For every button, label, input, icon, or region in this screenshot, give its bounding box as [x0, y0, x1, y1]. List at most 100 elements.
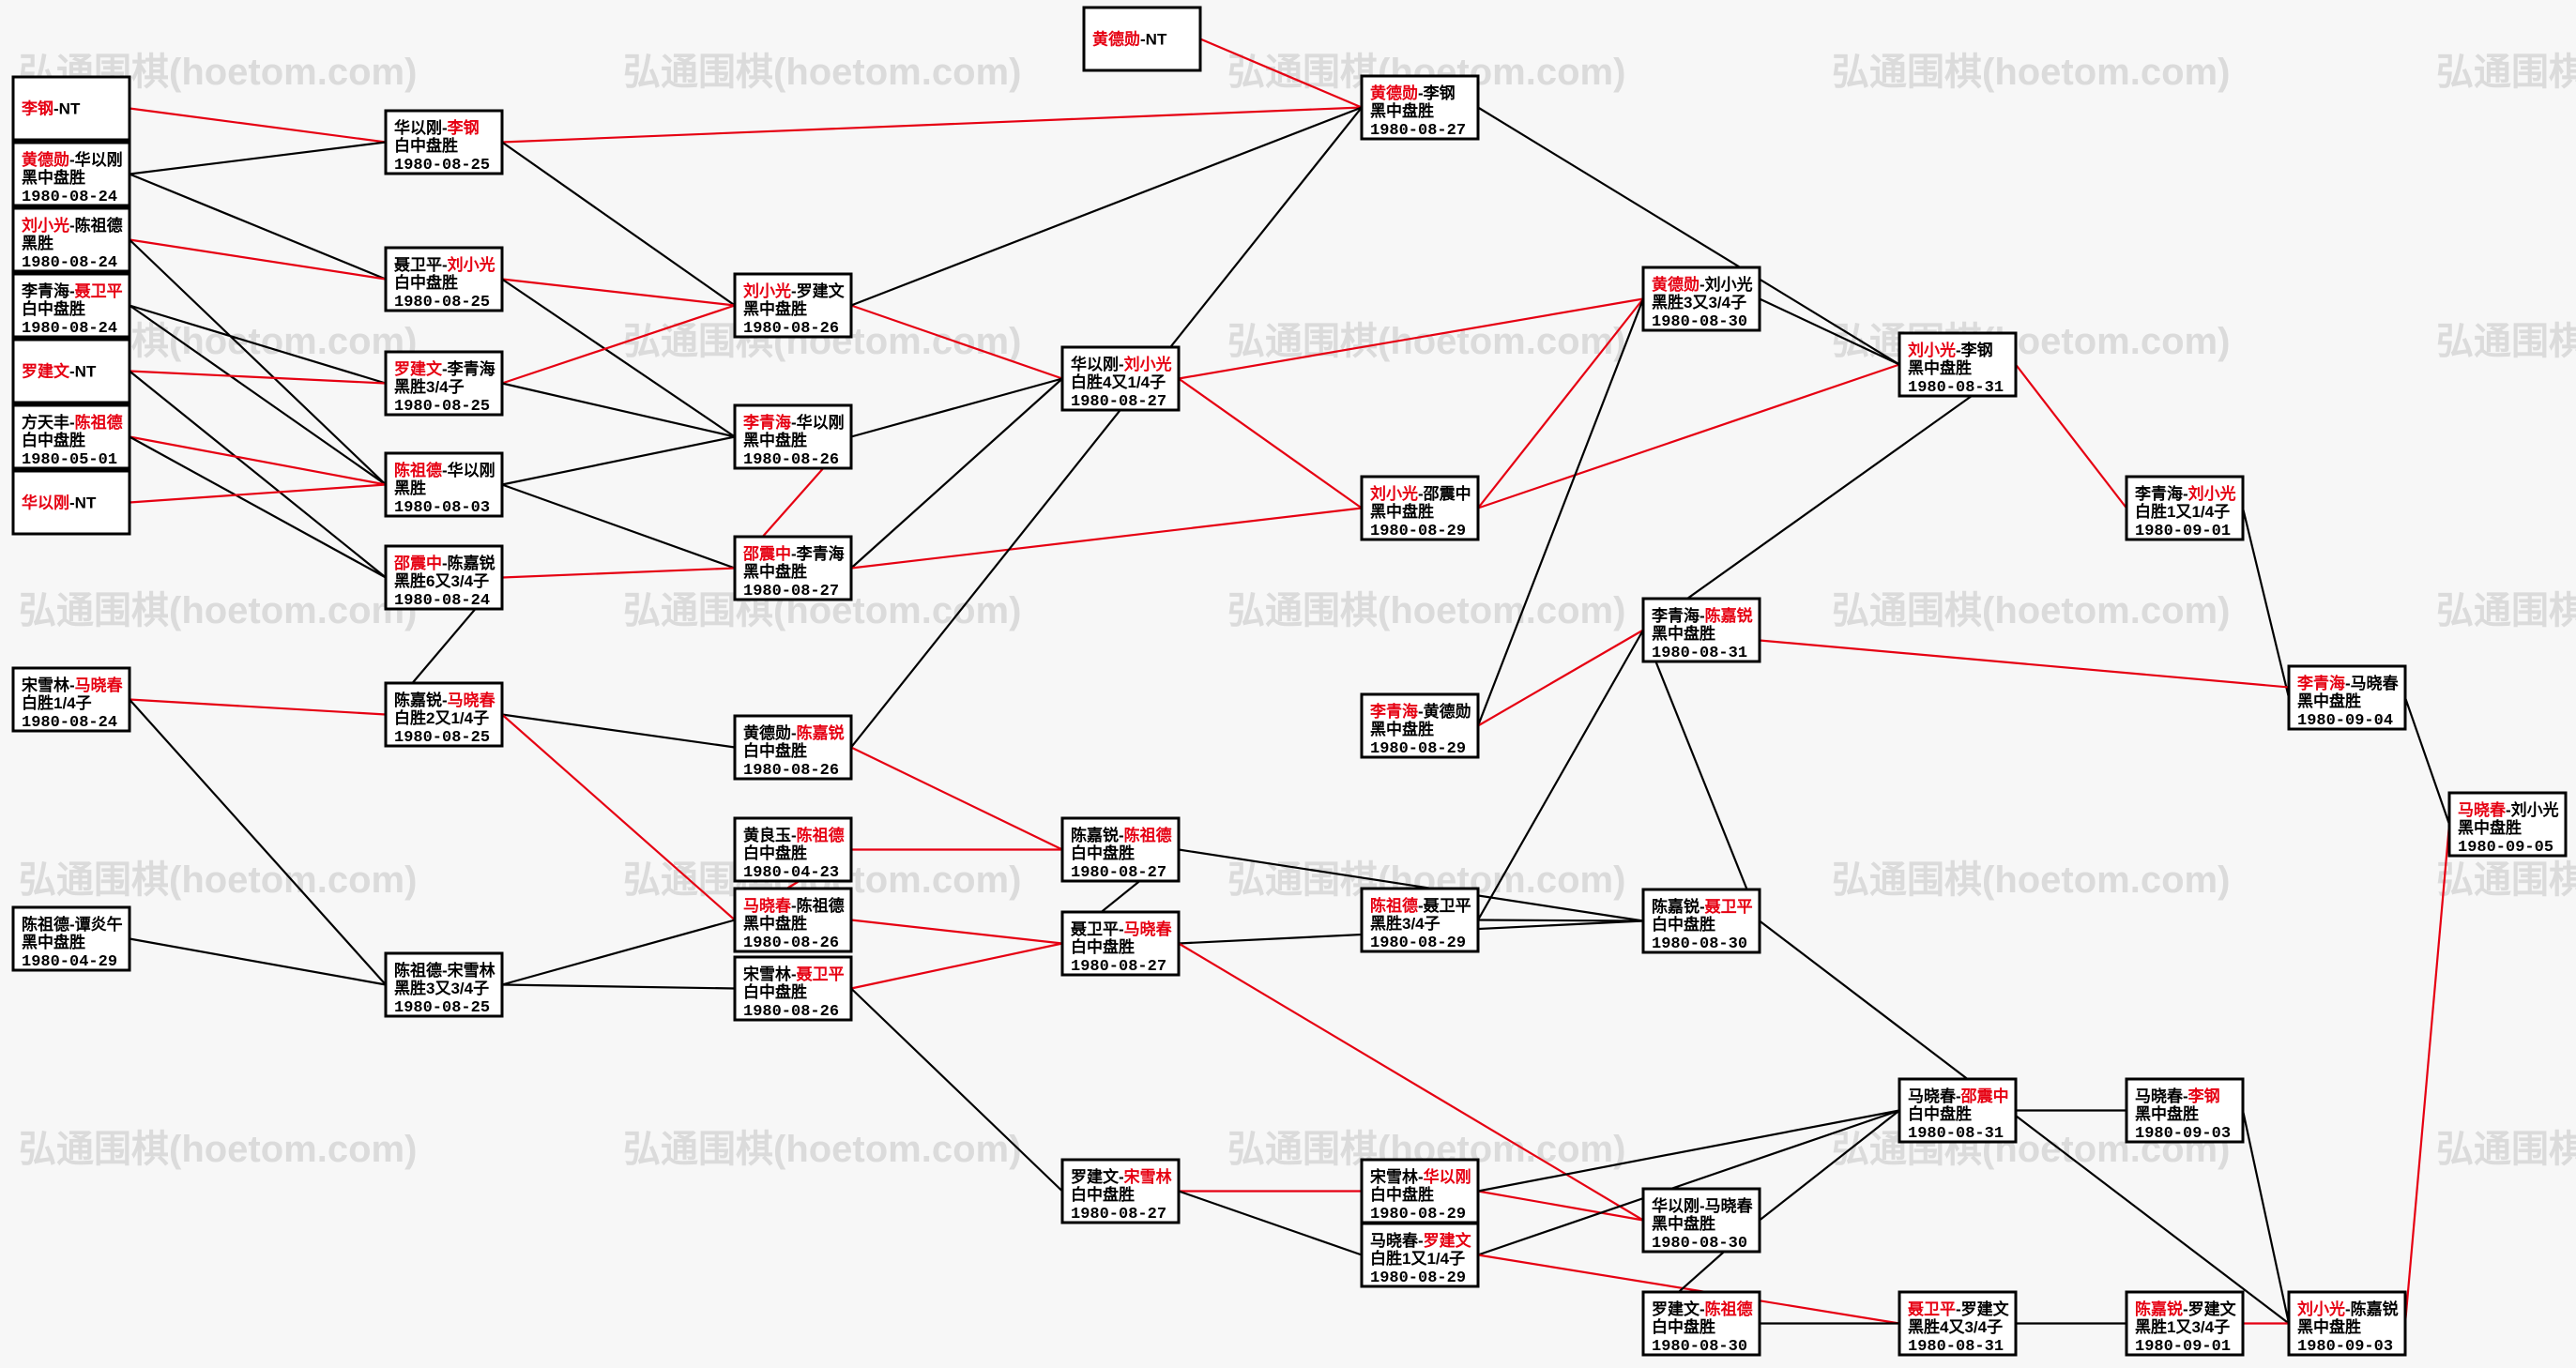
svg-text:弘通围棋(hoetom.com): 弘通围棋(hoetom.com)	[623, 1129, 1021, 1170]
svg-text:宋雪林-华以刚: 宋雪林-华以刚	[1369, 1167, 1471, 1186]
svg-text:黑中盘胜: 黑中盘胜	[1370, 720, 1434, 738]
svg-text:弘通围棋(hoetom.com): 弘通围棋(hoetom.com)	[2436, 859, 2576, 901]
svg-text:马晓春-李钢: 马晓春-李钢	[2135, 1087, 2220, 1105]
svg-text:1980-08-31: 1980-08-31	[1652, 645, 1747, 662]
svg-text:黄德勋-刘小光: 黄德勋-刘小光	[1652, 275, 1753, 294]
svg-text:黑中盘胜: 黑中盘胜	[22, 933, 85, 951]
svg-text:1980-08-27: 1980-08-27	[1071, 864, 1166, 882]
svg-text:白胜2又1/4子: 白胜2又1/4子	[394, 708, 489, 727]
svg-text:白中盘胜: 白中盘胜	[1652, 1317, 1715, 1336]
svg-text:李青海-黄德勋: 李青海-黄德勋	[1370, 702, 1471, 721]
svg-text:罗建文-李青海: 罗建文-李青海	[394, 359, 495, 378]
svg-text:马晓春-罗建文: 马晓春-罗建文	[1370, 1231, 1472, 1250]
svg-text:刘小光-李钢: 刘小光-李钢	[1908, 341, 1993, 359]
svg-text:黑中盘胜: 黑中盘胜	[1370, 101, 1434, 120]
svg-text:马晓春-刘小光: 马晓春-刘小光	[2458, 800, 2559, 819]
svg-text:黑中盘胜: 黑中盘胜	[2297, 1317, 2361, 1336]
svg-text:1980-08-24: 1980-08-24	[22, 254, 117, 272]
svg-text:1980-08-31: 1980-08-31	[1908, 1125, 2004, 1143]
svg-text:1980-08-30: 1980-08-30	[1652, 935, 1747, 953]
svg-text:1980-08-24: 1980-08-24	[22, 320, 117, 338]
svg-text:1980-08-31: 1980-08-31	[1908, 379, 2004, 397]
svg-text:陈嘉锐-马晓春: 陈嘉锐-马晓春	[394, 691, 495, 709]
svg-text:1980-08-26: 1980-08-26	[743, 935, 839, 952]
svg-text:白中盘胜: 白中盘胜	[22, 431, 85, 449]
svg-text:黄德勋-李钢: 黄德勋-李钢	[1370, 84, 1456, 102]
svg-text:黑胜: 黑胜	[22, 235, 53, 252]
svg-text:黑胜3/4子: 黑胜3/4子	[1370, 915, 1440, 933]
svg-text:1980-08-25: 1980-08-25	[394, 398, 490, 416]
svg-text:1980-08-29: 1980-08-29	[1370, 1206, 1466, 1224]
svg-text:黄德勋-NT: 黄德勋-NT	[1092, 30, 1167, 49]
svg-text:弘通围棋(hoetom.com): 弘通围棋(hoetom.com)	[1832, 52, 2230, 93]
svg-text:华以刚-刘小光: 华以刚-刘小光	[1071, 355, 1172, 373]
svg-text:黑胜1又3/4子: 黑胜1又3/4子	[2135, 1318, 2230, 1336]
svg-text:1980-04-23: 1980-04-23	[743, 864, 839, 882]
svg-text:弘通围棋(hoetom.com): 弘通围棋(hoetom.com)	[19, 590, 417, 631]
svg-text:1980-09-01: 1980-09-01	[2135, 1338, 2231, 1356]
svg-text:弘通围棋(hoetom.com): 弘通围棋(hoetom.com)	[1227, 321, 1625, 362]
svg-text:陈嘉锐-陈祖德: 陈嘉锐-陈祖德	[1071, 826, 1172, 844]
svg-text:1980-08-27: 1980-08-27	[1071, 1206, 1166, 1224]
svg-text:黄德勋-陈嘉锐: 黄德勋-陈嘉锐	[743, 723, 845, 742]
svg-text:1980-08-26: 1980-08-26	[743, 451, 839, 469]
svg-text:1980-08-30: 1980-08-30	[1652, 1235, 1747, 1253]
svg-text:弘通围棋(hoetom.com): 弘通围棋(hoetom.com)	[623, 52, 1021, 93]
svg-text:1980-08-25: 1980-08-25	[394, 157, 490, 175]
svg-text:白中盘胜: 白中盘胜	[22, 299, 85, 318]
svg-text:黑中盘胜: 黑中盘胜	[2135, 1104, 2199, 1123]
svg-text:弘通围棋(hoetom.com): 弘通围棋(hoetom.com)	[2436, 52, 2576, 93]
svg-text:黑中盘胜: 黑中盘胜	[2458, 818, 2522, 837]
svg-text:1980-08-24: 1980-08-24	[22, 714, 117, 732]
svg-text:陈祖德-华以刚: 陈祖德-华以刚	[394, 461, 495, 479]
svg-text:黑胜3又3/4子: 黑胜3又3/4子	[394, 980, 489, 997]
svg-text:黑中盘胜: 黑中盘胜	[1370, 502, 1434, 521]
svg-text:黑中盘胜: 黑中盘胜	[743, 431, 807, 449]
svg-text:刘小光-陈嘉锐: 刘小光-陈嘉锐	[2297, 1300, 2399, 1318]
svg-text:1980-08-30: 1980-08-30	[1652, 313, 1747, 331]
svg-text:白中盘胜: 白中盘胜	[1071, 1185, 1135, 1204]
svg-text:李钢-NT: 李钢-NT	[22, 99, 81, 118]
svg-text:华以刚-NT: 华以刚-NT	[22, 494, 97, 512]
svg-text:华以刚-李钢: 华以刚-李钢	[394, 118, 480, 137]
svg-text:弘通围棋(hoetom.com): 弘通围棋(hoetom.com)	[2436, 1129, 2576, 1170]
svg-text:1980-08-27: 1980-08-27	[743, 583, 839, 600]
svg-text:1980-08-29: 1980-08-29	[1370, 1269, 1466, 1287]
svg-text:陈嘉锐-罗建文: 陈嘉锐-罗建文	[2135, 1300, 2237, 1318]
svg-text:1980-08-24: 1980-08-24	[394, 592, 490, 610]
svg-text:罗建文-陈祖德: 罗建文-陈祖德	[1652, 1300, 1753, 1318]
svg-text:1980-08-26: 1980-08-26	[743, 1003, 839, 1021]
svg-text:1980-08-24: 1980-08-24	[22, 189, 117, 206]
svg-text:1980-09-04: 1980-09-04	[2297, 712, 2393, 730]
svg-text:李青海-聂卫平: 李青海-聂卫平	[22, 281, 123, 300]
svg-text:1980-05-01: 1980-05-01	[22, 451, 117, 469]
svg-text:1980-08-25: 1980-08-25	[394, 729, 490, 747]
svg-text:聂卫平-罗建文: 聂卫平-罗建文	[1907, 1300, 2010, 1318]
svg-text:罗建文-NT: 罗建文-NT	[22, 362, 97, 381]
svg-text:黑胜6又3/4子: 黑胜6又3/4子	[394, 572, 489, 590]
svg-text:弘通围棋(hoetom.com): 弘通围棋(hoetom.com)	[1832, 590, 2230, 631]
svg-text:1980-08-27: 1980-08-27	[1370, 122, 1466, 140]
svg-text:黑中盘胜: 黑中盘胜	[22, 168, 85, 187]
svg-text:白中盘胜: 白中盘胜	[743, 741, 807, 760]
svg-text:陈祖德-聂卫平: 陈祖德-聂卫平	[1370, 896, 1471, 915]
svg-text:1980-08-27: 1980-08-27	[1071, 958, 1166, 976]
svg-text:刘小光-陈祖德: 刘小光-陈祖德	[22, 216, 123, 235]
svg-text:1980-08-25: 1980-08-25	[394, 999, 490, 1017]
svg-text:陈祖德-谭炎午: 陈祖德-谭炎午	[22, 915, 123, 934]
svg-text:弘通围棋(hoetom.com): 弘通围棋(hoetom.com)	[2436, 590, 2576, 631]
svg-text:黑中盘胜: 黑中盘胜	[2297, 692, 2361, 710]
svg-text:邵震中-陈嘉锐: 邵震中-陈嘉锐	[393, 554, 495, 572]
svg-text:刘小光-邵震中: 刘小光-邵震中	[1370, 484, 1471, 503]
svg-text:1980-09-01: 1980-09-01	[2135, 523, 2231, 540]
svg-text:黑胜3又3/4子: 黑胜3又3/4子	[1652, 294, 1746, 312]
svg-text:李青海-刘小光: 李青海-刘小光	[2135, 484, 2236, 503]
svg-text:黑中盘胜: 黑中盘胜	[743, 914, 807, 933]
svg-text:李青海-陈嘉锐: 李青海-陈嘉锐	[1652, 606, 1753, 625]
svg-text:1980-08-31: 1980-08-31	[1908, 1338, 2004, 1356]
svg-text:1980-08-29: 1980-08-29	[1370, 740, 1466, 758]
svg-text:白胜1/4子: 白胜1/4子	[22, 693, 92, 712]
svg-text:1980-08-25: 1980-08-25	[394, 294, 490, 312]
svg-text:黑胜3/4子: 黑胜3/4子	[394, 378, 465, 396]
svg-text:黑中盘胜: 黑中盘胜	[743, 299, 807, 318]
